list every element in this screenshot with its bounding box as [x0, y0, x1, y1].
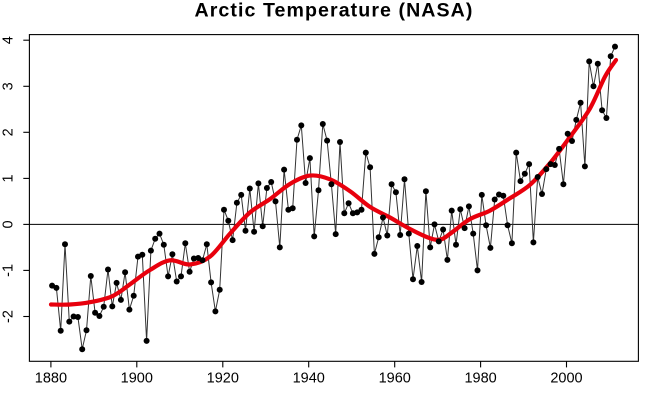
svg-text:2: 2 [1, 128, 17, 136]
svg-text:0: 0 [1, 220, 17, 228]
svg-text:1960: 1960 [379, 371, 411, 387]
svg-text:1940: 1940 [293, 371, 325, 387]
svg-text:1920: 1920 [207, 371, 239, 387]
svg-text:-1: -1 [1, 264, 17, 277]
svg-text:1980: 1980 [464, 371, 496, 387]
svg-text:-2: -2 [1, 310, 17, 323]
svg-text:3: 3 [1, 82, 17, 90]
svg-text:2000: 2000 [550, 371, 582, 387]
svg-text:4: 4 [1, 36, 17, 44]
svg-text:Arctic Temperature (NASA): Arctic Temperature (NASA) [195, 0, 474, 22]
svg-text:1900: 1900 [121, 371, 153, 387]
svg-text:1880: 1880 [35, 371, 67, 387]
svg-text:1: 1 [1, 174, 17, 182]
